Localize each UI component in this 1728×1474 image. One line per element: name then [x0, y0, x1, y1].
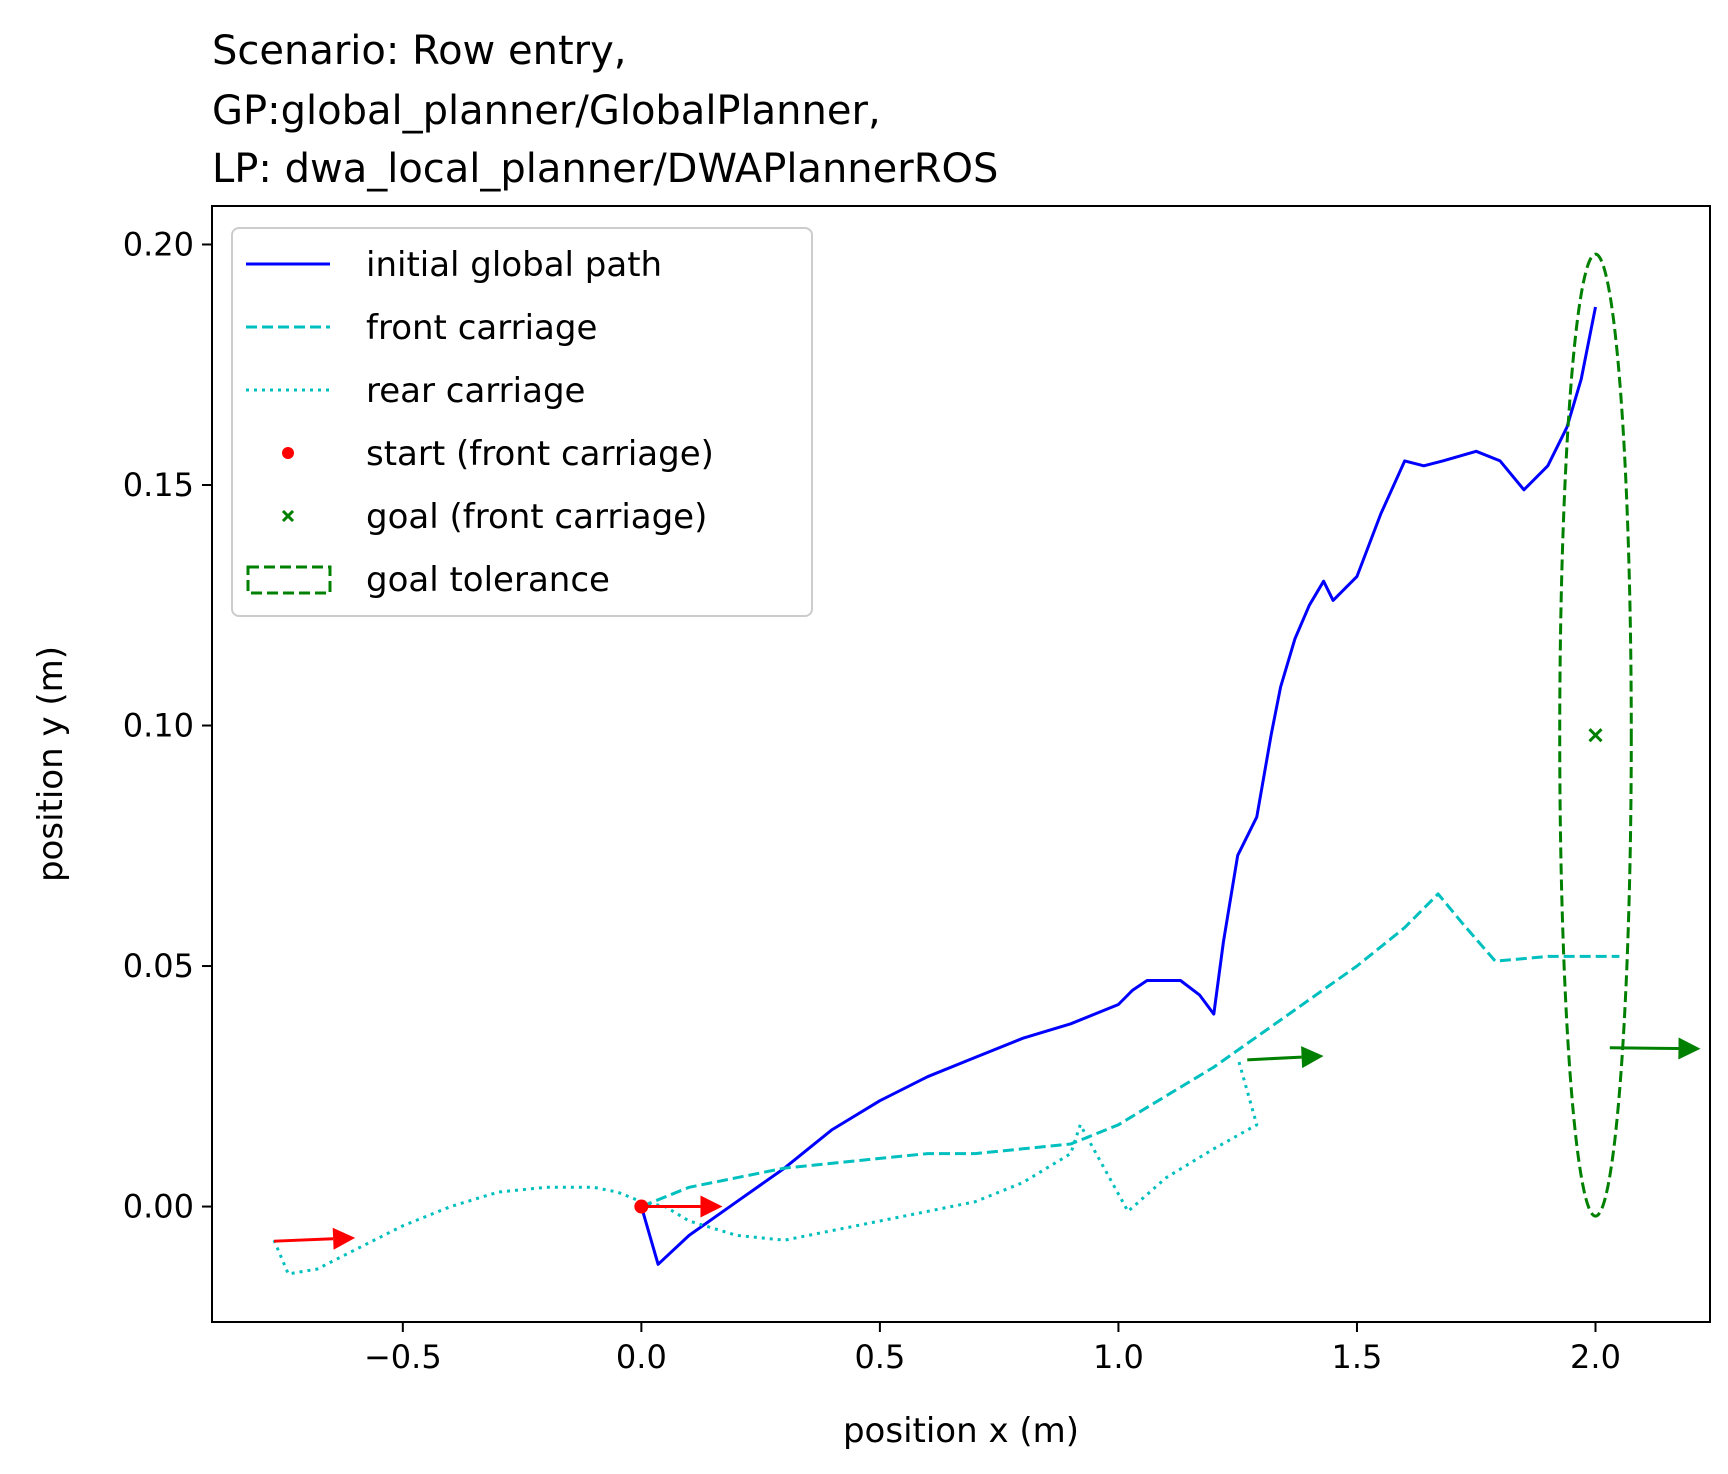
y-tick-label: 0.20	[123, 225, 194, 263]
y-tick-label: 0.05	[123, 947, 194, 985]
y-tick-label: 0.10	[123, 707, 194, 745]
x-tick-label: 1.5	[1332, 1338, 1383, 1376]
chart-title: Scenario: Row entry, GP:global_planner/G…	[212, 28, 998, 192]
title-line-3: LP: dwa_local_planner/DWAPlannerROS	[212, 146, 998, 192]
y-tick-label: 0.15	[123, 466, 194, 504]
x-tick-label: 1.0	[1093, 1338, 1144, 1376]
title-line-1: Scenario: Row entry,	[212, 28, 626, 74]
y-axis: 0.00 0.05 0.10 0.15 0.20	[123, 225, 212, 1226]
y-tick-label: 0.00	[123, 1188, 194, 1226]
y-axis-label: position y (m)	[31, 646, 71, 882]
x-tick-label: 0.5	[854, 1338, 905, 1376]
legend-label-start: start (front carriage)	[366, 434, 714, 474]
series-line-0	[639, 306, 1597, 1266]
legend-label-global-path: initial global path	[366, 245, 662, 285]
goal-tolerance-ellipse	[1558, 252, 1633, 1218]
legend-label-rear-carriage: rear carriage	[366, 371, 585, 411]
legend-swatch-start	[282, 447, 294, 459]
legend-box	[231, 227, 813, 617]
heading-arrow-2	[1247, 1046, 1324, 1069]
title-line-2: GP:global_planner/GlobalPlanner,	[212, 88, 881, 134]
legend-label-goal-tolerance: goal tolerance	[366, 560, 610, 600]
arrows-layer	[273, 1037, 1701, 1250]
legend-label-front-carriage: front carriage	[366, 308, 597, 348]
marker-goal	[1588, 728, 1603, 743]
plot-area	[272, 252, 1633, 1276]
x-tick-label: 2.0	[1570, 1338, 1621, 1376]
legend-swatch-goal	[281, 509, 295, 523]
x-axis-label: position x (m)	[843, 1411, 1079, 1451]
heading-arrow-3	[1609, 1037, 1701, 1060]
legend: initial global path front carriage rear …	[231, 227, 813, 617]
heading-arrow-0	[273, 1227, 356, 1250]
x-tick-label: −0.5	[364, 1338, 442, 1376]
x-axis: −0.5 0.0 0.5 1.0 1.5 2.0	[364, 1322, 1621, 1376]
legend-swatch-goal-tolerance	[246, 565, 332, 595]
x-tick-label: 0.0	[616, 1338, 667, 1376]
series-line-1	[640, 892, 1620, 1208]
heading-arrow-1	[641, 1195, 723, 1218]
legend-label-goal: goal (front carriage)	[366, 497, 707, 537]
plot-frame	[211, 205, 1711, 1323]
